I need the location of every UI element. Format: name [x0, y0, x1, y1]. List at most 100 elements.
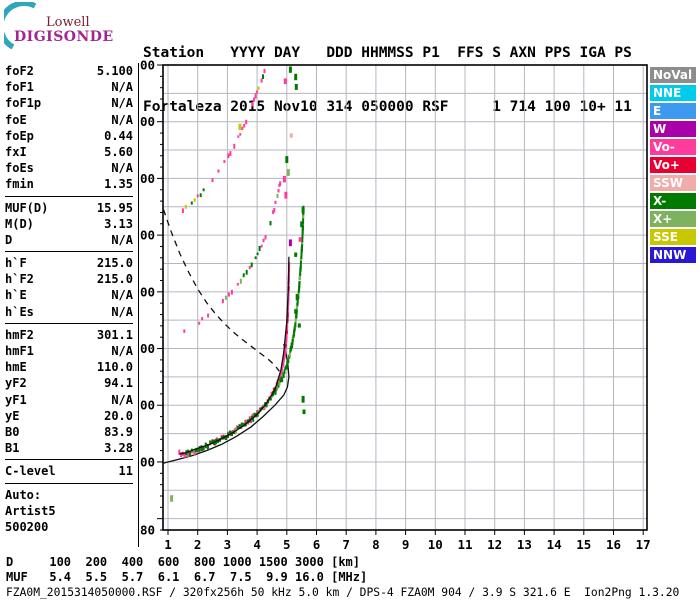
panel-rule [5, 482, 133, 484]
param-value: 3.28 [104, 441, 133, 456]
param-label: 500200 [5, 519, 49, 534]
param-row-fof1p: foF1p N/A [5, 95, 133, 111]
y-tick-label: 700 [140, 171, 155, 186]
x-tick-label: 11 [457, 537, 472, 552]
x-tick-label: 17 [636, 537, 651, 552]
trace-F-trace-2hop [183, 181, 282, 333]
param-value: 5.60 [104, 144, 133, 159]
param-label: MUF(D) [5, 200, 49, 215]
param-row-md: M(D) 3.13 [5, 216, 133, 232]
param-value: 83.9 [104, 424, 133, 439]
x-tick-label: 16 [606, 537, 621, 552]
x-tick-label: 4 [253, 537, 261, 552]
param-row-foes: foEs N/A [5, 160, 133, 176]
y-tick-label: 600 [140, 228, 155, 243]
param-label: h`E [5, 288, 27, 303]
param-value: N/A [111, 392, 133, 407]
param-value: 20.0 [104, 408, 133, 423]
doppler-legend: NoVal NNE E W Vo- Vo+ SSW X- X+ SSE NNW [650, 67, 698, 265]
param-row-hf: h`F 215.0 [5, 255, 133, 271]
y-tick-label: 900 [140, 58, 155, 73]
panel-rule [5, 459, 133, 461]
ionogram-canvas: 9008007006005004003002008012345678910111… [132, 58, 651, 553]
ionogram-plot: 9008007006005004003002008012345678910111… [132, 55, 665, 560]
param-value: N/A [111, 112, 133, 127]
param-row-mufd: MUF(D) 15.95 [5, 200, 133, 216]
digisonde-logo: Lowell DIGISONDE [4, 2, 114, 50]
param-label: fmin [5, 177, 34, 192]
param-row-yf1: yF1 N/A [5, 392, 133, 408]
param-label: M(D) [5, 216, 34, 231]
param-row-hme: hmE 110.0 [5, 359, 133, 375]
legend-item-nne: NNE [650, 85, 696, 101]
x-tick-label: 12 [487, 537, 502, 552]
trace-F-trace-1hop-O [178, 261, 291, 458]
param-label: h`F2 [5, 272, 34, 287]
param-label: hmE [5, 360, 27, 375]
param-label: h`Es [5, 304, 34, 319]
param-row-b1: B1 3.28 [5, 440, 133, 456]
fitted-trace [179, 256, 290, 455]
param-value: 301.1 [96, 327, 133, 342]
param-value: 110.0 [96, 360, 133, 375]
param-value: 3.13 [104, 216, 133, 231]
param-label: foE [5, 112, 27, 127]
param-value: 94.1 [104, 376, 133, 391]
legend-item-x: X+ [650, 211, 696, 227]
logo-lowell-text: Lowell [46, 15, 90, 30]
param-value: N/A [111, 80, 133, 95]
distance-row: D 100 200 400 600 800 1000 1500 3000 [km… [6, 555, 361, 569]
param-label: yE [5, 408, 20, 423]
param-row-artist5: Artist5 [5, 503, 133, 519]
param-label: D [5, 232, 13, 247]
panel-rule [5, 195, 133, 197]
x-tick-label: 5 [283, 537, 291, 552]
panel-rule [5, 251, 133, 253]
y-tick-label: 200 [140, 454, 155, 469]
x-tick-label: 13 [517, 537, 532, 552]
param-row-auto: Auto: [5, 487, 133, 503]
x-tick-label: 10 [428, 537, 443, 552]
param-row-b0: B0 83.9 [5, 424, 133, 440]
param-row-hmf1: hmF1 N/A [5, 343, 133, 359]
param-value: N/A [111, 304, 133, 319]
legend-item-vo: Vo+ [650, 157, 696, 173]
param-label: yF2 [5, 376, 27, 391]
plot-data [163, 66, 306, 502]
y-tick-label: 800 [140, 114, 155, 129]
param-label: foEp [5, 128, 34, 143]
gridlines [163, 65, 647, 530]
param-value: 215.0 [96, 272, 133, 287]
param-value: N/A [111, 288, 133, 303]
legend-item-x: X- [650, 193, 696, 209]
param-label: h`F [5, 256, 27, 271]
param-row-fmin: fmin 1.35 [5, 176, 133, 192]
param-value: 5.100 [96, 64, 133, 78]
echo-fragments [170, 66, 306, 502]
param-value: 0.44 [104, 128, 133, 143]
param-value: N/A [111, 161, 133, 176]
y-tick-label: 80 [140, 523, 155, 538]
sounding-header: Station YYYY DAY DDD HHMMSS P1 FFS S AXN… [143, 8, 632, 134]
header-values-line: Fortaleza 2015 Nov10 314 050000 RSF 1 71… [143, 99, 632, 115]
logo-digisonde-text: DIGISONDE [14, 29, 114, 45]
x-tick-label: 15 [576, 537, 591, 552]
param-row-hes: h`Es N/A [5, 304, 133, 320]
trace-F-trace-3hop [181, 68, 266, 213]
x-tick-label: 14 [547, 537, 562, 552]
param-row-he: h`E N/A [5, 287, 133, 303]
x-tick-label: 7 [342, 537, 350, 552]
x-tick-label: 2 [194, 537, 202, 552]
status-line: FZA0M_2015314050000.RSF / 320fx256h 50 k… [6, 586, 680, 599]
legend-item-nnw: NNW [650, 247, 696, 263]
param-row-fof1: foF1 N/A [5, 79, 133, 95]
param-row-foep: foEp 0.44 [5, 128, 133, 144]
param-row-clevel: C-level 11 [5, 463, 133, 479]
characteristics-panel: foF2 5.100 foF1 N/A foF1p N/A foE N/A foEp 0.44 fx… [5, 63, 133, 535]
param-label: hmF2 [5, 327, 34, 342]
panel-divider [138, 63, 139, 547]
x-tick-label: 1 [164, 537, 172, 552]
param-label: B1 [5, 441, 20, 456]
param-row-fxi: fxI 5.60 [5, 144, 133, 160]
